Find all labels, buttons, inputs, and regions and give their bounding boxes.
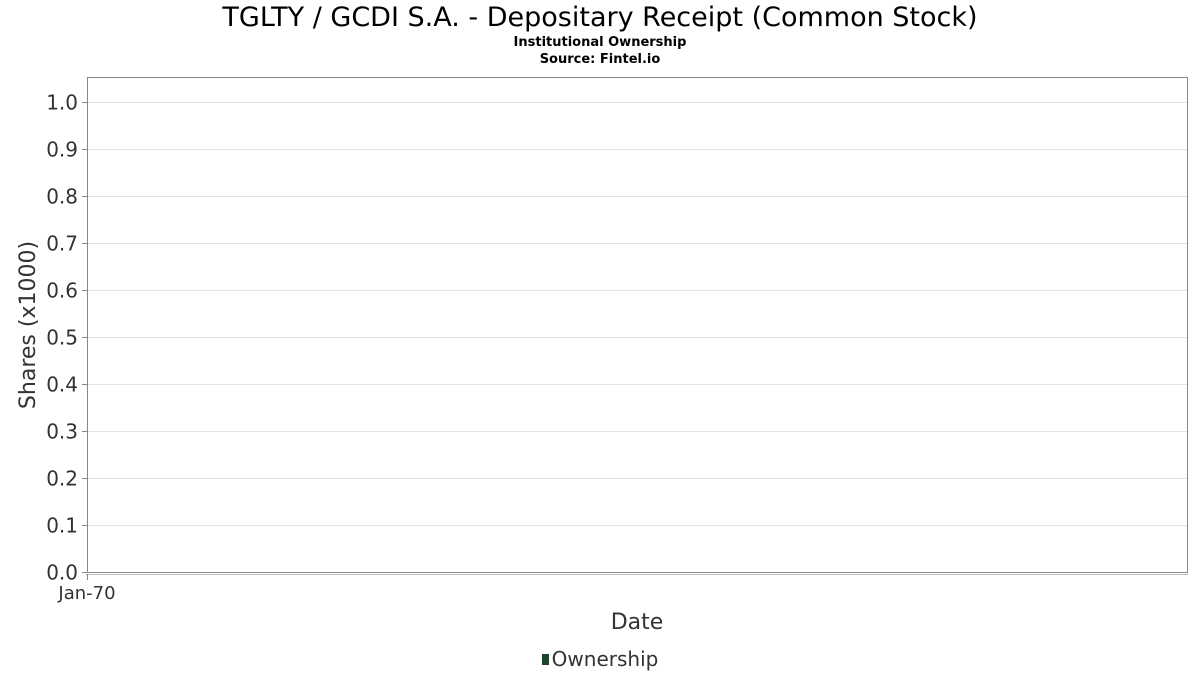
y-tick-label: 0.7	[46, 232, 78, 256]
chart-title: TGLTY / GCDI S.A. - Depositary Receipt (…	[222, 2, 978, 33]
y-tick-label: 1.0	[46, 91, 78, 115]
y-tick-label: 0.1	[46, 514, 78, 538]
y-tick-label: 0.0	[46, 561, 78, 585]
y-axis-label: Shares (x1000)	[16, 241, 41, 409]
y-axis: 0.0 0.1 0.2 0.3 0.4 0.5 0.6 0.7 0.8 0.9 1.0	[46, 91, 87, 585]
x-tick-label: Jan-70	[57, 583, 115, 604]
legend-label: Ownership	[551, 647, 659, 671]
x-axis-label: Date	[611, 610, 664, 635]
legend[interactable]: Ownership	[0, 647, 1200, 671]
gridlines	[88, 102, 1188, 526]
legend-swatch	[541, 654, 549, 665]
y-tick-label: 0.3	[46, 420, 78, 444]
y-tick-label: 0.2	[46, 467, 78, 491]
chart-subtitle: Institutional Ownership	[513, 35, 687, 50]
y-tick-label: 0.5	[46, 326, 78, 350]
y-tick-label: 0.8	[46, 185, 78, 209]
y-tick-label: 0.6	[46, 279, 78, 303]
y-tick-label: 0.9	[46, 138, 78, 162]
y-tick-label: 0.4	[46, 373, 78, 397]
chart-source: Source: Fintel.io	[539, 52, 661, 67]
plot-frame	[87, 77, 1188, 573]
x-axis: Jan-70	[57, 574, 116, 604]
